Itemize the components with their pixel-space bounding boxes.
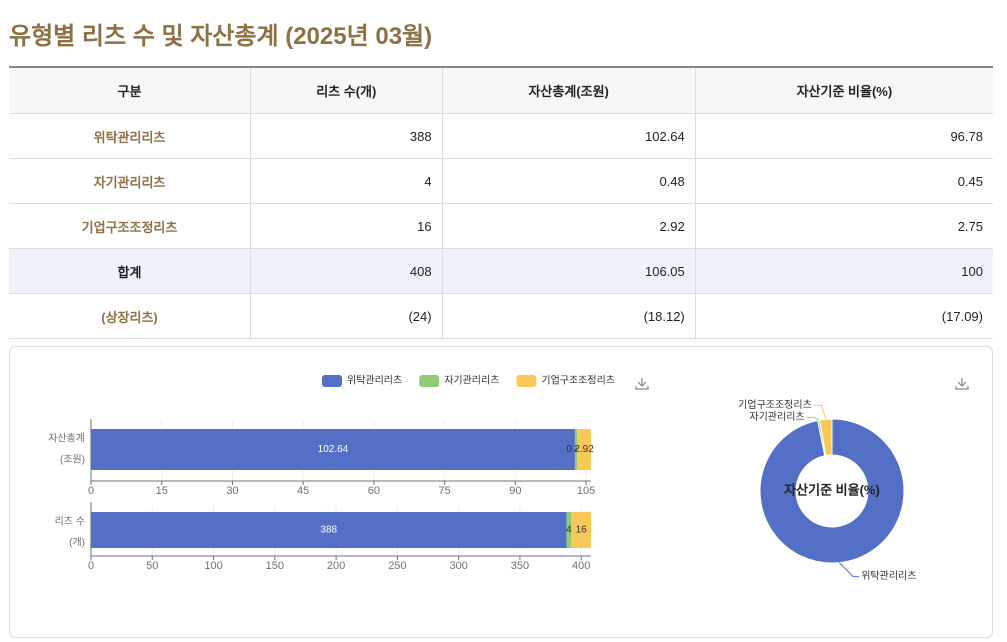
donut-title: 자산기준 비율(%): [784, 482, 880, 497]
slice-label: 기업구조조정리츠: [738, 398, 812, 411]
column-header: 자산기준 비율(%): [694, 66, 993, 114]
label-line: [838, 562, 860, 578]
download-icon[interactable]: [635, 378, 649, 390]
category-label: 자산총계: [48, 433, 85, 445]
table-cell: 388: [250, 113, 443, 159]
x-tick-label: 105: [577, 485, 595, 497]
x-tick-label: 400: [572, 560, 590, 572]
x-tick-label: 100: [204, 560, 222, 572]
slice-label: 자기관리리츠: [749, 411, 804, 423]
table-cell: 0.45: [694, 158, 993, 204]
row-label: 기업구조조정리츠: [9, 203, 251, 249]
bar-segment: [574, 429, 578, 470]
table-cell: 2.92: [441, 203, 696, 249]
label-line: [813, 404, 827, 420]
data-label: 4: [566, 525, 572, 536]
table-cell: 106.05: [441, 248, 696, 294]
table-cell: 2.75: [694, 203, 993, 249]
x-tick-label: 200: [327, 560, 345, 572]
table-row: 기업구조조정리츠 16 2.92 2.75: [9, 203, 993, 249]
row-label: (상장리츠): [9, 293, 251, 339]
legend-swatch: [419, 375, 440, 387]
bar-segment: [571, 512, 591, 548]
data-label: 102.64: [318, 444, 349, 455]
x-tick-label: 15: [156, 485, 168, 497]
x-tick-label: 350: [511, 560, 529, 572]
legend-label: 위탁관리리츠: [347, 374, 402, 387]
table-row: (상장리츠) (24) (18.12) (17.09): [9, 293, 993, 339]
table-cell: (18.12): [441, 293, 696, 339]
donut-slice: [819, 418, 833, 457]
bar-segment: [91, 512, 567, 548]
x-tick-label: 90: [509, 485, 521, 497]
table-cell: 0.48: [441, 158, 696, 204]
x-tick-label: 250: [388, 560, 406, 572]
table-row: 위탁관리리츠 388 102.64 96.78: [9, 113, 993, 159]
x-tick-label: 60: [368, 485, 380, 497]
x-tick-label: 30: [226, 485, 238, 497]
data-label: 388: [320, 525, 337, 536]
slice-label: 위탁관리리츠: [861, 569, 916, 582]
donut-slice: [759, 418, 905, 564]
table-cell: (17.09): [694, 293, 993, 339]
table-cell: (24): [250, 293, 443, 339]
legend-label: 자기관리리츠: [444, 375, 499, 387]
data-label: 16: [576, 525, 588, 536]
table-cell: 16: [250, 203, 443, 249]
table-cell: 102.64: [441, 113, 696, 159]
summary-table: 구분 리츠 수(개) 자산총계(조원) 자산기준 비율(%) 위탁관리리츠 388 102.…: [9, 66, 993, 339]
table-cell: 4: [250, 158, 443, 204]
legend-swatch: [322, 375, 342, 387]
download-icon[interactable]: [955, 378, 969, 390]
table-row: 자기관리리츠 4 0.48 0.45: [9, 158, 993, 204]
data-label: 0.48: [566, 444, 586, 455]
legend-swatch: [516, 375, 537, 387]
category-label: 리츠 수: [55, 516, 85, 528]
table-cell: 100: [694, 248, 993, 294]
column-header: 자산총계(조원): [441, 66, 696, 114]
x-tick-label: 0: [88, 560, 94, 572]
row-label: 자기관리리츠: [9, 158, 251, 204]
category-label: (조원): [60, 454, 85, 466]
table-cell: 408: [250, 248, 443, 294]
x-tick-label: 150: [266, 560, 284, 572]
category-label: (개): [69, 537, 85, 549]
x-tick-label: 300: [449, 560, 467, 572]
column-header: 구분: [9, 66, 251, 114]
page-title: 유형별 리츠 수 및 자산총계 (2025년 03월): [9, 23, 433, 50]
x-tick-label: 0: [88, 485, 94, 497]
label-line: [806, 416, 819, 421]
row-label: 위탁관리리츠: [9, 113, 251, 159]
chart-panel: [9, 346, 993, 638]
bar-segment: [91, 429, 575, 470]
bar-segment: [577, 429, 591, 470]
x-tick-label: 50: [146, 560, 158, 572]
column-header: 리츠 수(개): [250, 66, 443, 114]
x-tick-label: 75: [438, 485, 450, 497]
row-label: 합계: [9, 248, 251, 294]
table-cell: 96.78: [694, 113, 993, 159]
header-row: 구분 리츠 수(개) 자산총계(조원) 자산기준 비율(%): [9, 66, 993, 114]
legend-label: 기업구조조정리츠: [541, 374, 615, 387]
table-row: 합계 408 106.05 100: [9, 248, 993, 294]
x-tick-label: 45: [297, 485, 309, 497]
data-label: 2.92: [574, 444, 594, 455]
bar-segment: [566, 512, 572, 548]
